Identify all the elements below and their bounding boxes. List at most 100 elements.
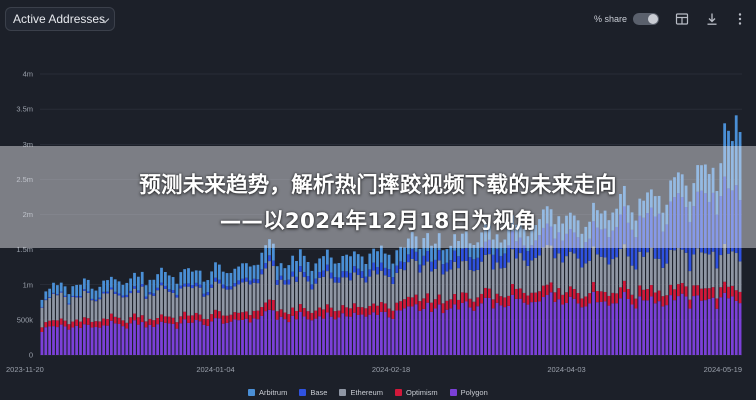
bar-ethereum[interactable] <box>676 247 680 285</box>
bar-ethereum[interactable] <box>530 260 534 293</box>
bar-base[interactable] <box>410 249 414 259</box>
bar-polygon[interactable] <box>225 322 229 355</box>
bar-ethereum[interactable] <box>306 281 310 312</box>
bar-polygon[interactable] <box>383 311 387 355</box>
bar-arbitrum[interactable] <box>449 245 453 261</box>
bar-ethereum[interactable] <box>368 276 372 306</box>
bar-base[interactable] <box>71 295 75 298</box>
bar-arbitrum[interactable] <box>298 249 302 267</box>
bar-optimism[interactable] <box>406 296 410 307</box>
bar-polygon[interactable] <box>183 319 187 355</box>
bar-optimism[interactable] <box>356 306 360 315</box>
bar-ethereum[interactable] <box>268 261 271 300</box>
bar-optimism[interactable] <box>692 285 696 297</box>
bar-polygon[interactable] <box>518 298 522 355</box>
bar-ethereum[interactable] <box>248 284 252 316</box>
bar-ethereum[interactable] <box>210 287 214 315</box>
bar-arbitrum[interactable] <box>538 219 541 236</box>
download-icon[interactable] <box>704 11 720 27</box>
bar-ethereum[interactable] <box>129 293 133 318</box>
bar-base[interactable] <box>403 262 406 271</box>
bar-base[interactable] <box>225 286 229 290</box>
bar-ethereum[interactable] <box>295 281 298 311</box>
bar-base[interactable] <box>260 269 264 275</box>
bar-polygon[interactable] <box>237 320 241 355</box>
bar-polygon[interactable] <box>349 316 352 355</box>
bar-polygon[interactable] <box>522 302 526 355</box>
bar-optimism[interactable] <box>372 303 376 313</box>
bar-polygon[interactable] <box>653 303 657 355</box>
bar-arbitrum[interactable] <box>719 163 723 196</box>
bar-polygon[interactable] <box>94 327 98 355</box>
bar-arbitrum[interactable] <box>522 229 526 246</box>
bar-ethereum[interactable] <box>349 280 352 309</box>
bar-polygon[interactable] <box>445 309 449 355</box>
bar-arbitrum[interactable] <box>71 286 75 296</box>
bar-ethereum[interactable] <box>98 299 102 322</box>
bar-optimism[interactable] <box>738 291 742 304</box>
bar-ethereum[interactable] <box>102 293 106 319</box>
bar-arbitrum[interactable] <box>329 257 333 273</box>
bar-polygon[interactable] <box>580 307 584 355</box>
bar-optimism[interactable] <box>460 292 464 303</box>
bar-arbitrum[interactable] <box>399 246 403 262</box>
bar-base[interactable] <box>229 286 233 290</box>
bar-ethereum[interactable] <box>229 289 233 315</box>
bar-base[interactable] <box>449 260 453 270</box>
bar-polygon[interactable] <box>576 303 580 355</box>
bar-arbitrum[interactable] <box>160 267 163 283</box>
bar-ethereum[interactable] <box>140 286 144 316</box>
bar-arbitrum[interactable] <box>202 281 206 294</box>
bar-base[interactable] <box>337 277 341 283</box>
bar-arbitrum[interactable] <box>314 263 318 279</box>
bar-arbitrum[interactable] <box>422 238 426 256</box>
bar-base[interactable] <box>399 261 403 269</box>
bar-optimism[interactable] <box>549 282 553 293</box>
bar-optimism[interactable] <box>322 309 325 319</box>
bar-base[interactable] <box>715 214 719 269</box>
bar-polygon[interactable] <box>352 312 356 355</box>
bar-ethereum[interactable] <box>646 252 649 290</box>
legend-item-arbitrum[interactable]: Arbitrum <box>248 388 287 397</box>
bar-optimism[interactable] <box>449 299 453 309</box>
bar-arbitrum[interactable] <box>549 209 553 227</box>
bar-polygon[interactable] <box>379 311 383 355</box>
legend-item-base[interactable]: Base <box>299 388 327 397</box>
bar-base[interactable] <box>595 227 599 255</box>
bar-ethereum[interactable] <box>298 271 302 305</box>
bar-base[interactable] <box>487 239 491 255</box>
bar-base[interactable] <box>472 259 476 272</box>
bar-optimism[interactable] <box>136 317 140 325</box>
bar-optimism[interactable] <box>487 288 491 298</box>
bar-ethereum[interactable] <box>283 284 287 313</box>
bar-ethereum[interactable] <box>487 254 491 289</box>
bar-polygon[interactable] <box>503 307 507 355</box>
bar-optimism[interactable] <box>611 292 615 304</box>
bar-optimism[interactable] <box>630 294 634 305</box>
bar-ethereum[interactable] <box>94 301 98 322</box>
bar-polygon[interactable] <box>526 304 530 355</box>
bar-polygon[interactable] <box>399 310 403 355</box>
bar-optimism[interactable] <box>642 289 646 301</box>
bar-arbitrum[interactable] <box>557 216 561 233</box>
bar-optimism[interactable] <box>626 289 630 299</box>
bar-arbitrum[interactable] <box>603 210 607 229</box>
bar-arbitrum[interactable] <box>252 265 256 279</box>
bar-optimism[interactable] <box>171 317 175 324</box>
bar-ethereum[interactable] <box>522 260 526 293</box>
bar-polygon[interactable] <box>106 325 109 355</box>
bar-polygon[interactable] <box>395 310 399 356</box>
bar-base[interactable] <box>673 197 676 251</box>
bar-polygon[interactable] <box>391 318 395 355</box>
bar-base[interactable] <box>437 250 441 261</box>
bar-arbitrum[interactable] <box>630 212 634 230</box>
bar-ethereum[interactable] <box>549 245 553 283</box>
bar-ethereum[interactable] <box>426 261 430 294</box>
bar-base[interactable] <box>202 293 206 297</box>
bar-arbitrum[interactable] <box>171 277 175 291</box>
bar-ethereum[interactable] <box>376 274 379 306</box>
bar-polygon[interactable] <box>202 324 206 355</box>
bar-ethereum[interactable] <box>615 257 619 294</box>
bar-optimism[interactable] <box>167 316 171 324</box>
bar-base[interactable] <box>163 285 167 289</box>
